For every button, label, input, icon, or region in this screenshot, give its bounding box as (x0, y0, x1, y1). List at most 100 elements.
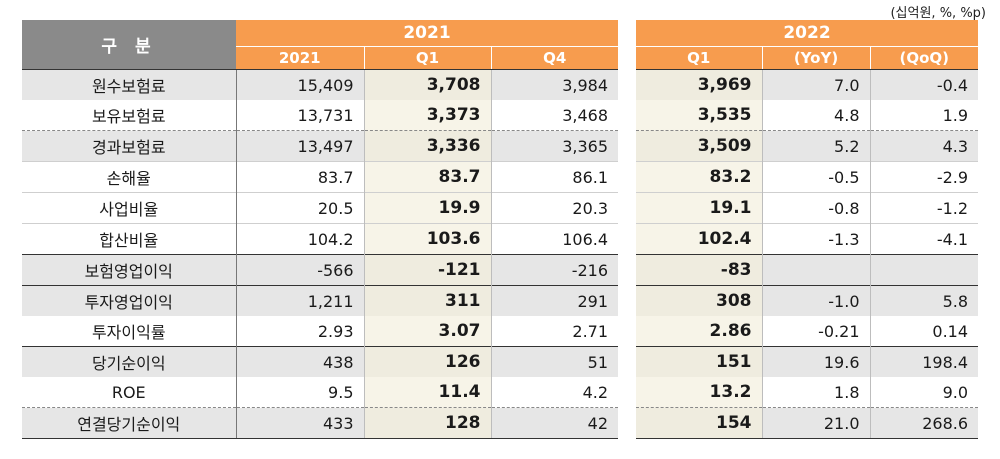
value-yoy: -1.3 (761, 223, 870, 255)
right-year-header: 2022 (636, 20, 979, 47)
value-yoy (761, 254, 870, 286)
value-qoq: 4.3 (869, 130, 979, 162)
value-q1-2021: 3,373 (363, 100, 491, 131)
right-table-body: 3,969 7.0 -0.4 3,535 4.8 1.9 3,509 5.2 4.3 83.2 -0… (636, 69, 979, 439)
row-label: 사업비율 (22, 192, 236, 224)
table-row: 308 -1.0 5.8 (636, 285, 979, 316)
value-yoy: -0.5 (761, 161, 870, 193)
value-q4-2021: 51 (490, 346, 619, 377)
value-q4-2021: 3,365 (490, 130, 619, 162)
value-yoy: 4.8 (761, 100, 870, 131)
col-header-q1-2022: Q1 (636, 46, 762, 70)
col-header-yoy: (YoY) (761, 46, 870, 70)
table-row: 투자영업이익 1,211 311 291 (22, 285, 619, 316)
value-qoq: 1.9 (869, 100, 979, 131)
value-q4-2021: 86.1 (490, 161, 619, 193)
row-label: 연결당기순이익 (22, 407, 236, 439)
value-2021: 438 (235, 346, 364, 377)
table-row: 사업비율 20.5 19.9 20.3 (22, 192, 619, 224)
value-q4-2021: 2.71 (490, 316, 619, 347)
value-q1-2022: 151 (636, 346, 762, 377)
value-qoq: 198.4 (869, 346, 979, 377)
value-qoq: -4.1 (869, 223, 979, 255)
value-qoq: -0.4 (869, 69, 979, 100)
row-label: 합산비율 (22, 223, 236, 255)
value-q1-2021: 3,708 (363, 69, 491, 100)
table-row: 투자이익률 2.93 3.07 2.71 (22, 316, 619, 347)
table-row: 보유보험료 13,731 3,373 3,468 (22, 100, 619, 131)
value-q1-2021: 128 (363, 407, 491, 439)
table-row: 13.2 1.8 9.0 (636, 377, 979, 408)
value-qoq: 5.8 (869, 285, 979, 316)
value-q4-2021: 106.4 (490, 223, 619, 255)
table-row: 원수보험료 15,409 3,708 3,984 (22, 69, 619, 100)
value-q1-2022: 83.2 (636, 161, 762, 193)
table-row: 당기순이익 438 126 51 (22, 346, 619, 377)
value-q1-2021: 11.4 (363, 377, 491, 408)
row-label: 보유보험료 (91, 107, 166, 126)
table-row: 102.4 -1.3 -4.1 (636, 223, 979, 255)
value-q1-2021: 126 (363, 346, 491, 377)
row-label: 당기순이익 (22, 346, 236, 377)
value-q1-2022: -83 (636, 254, 762, 286)
value-2021: 104.2 (235, 223, 364, 255)
value-q1-2022: 3,969 (636, 69, 762, 100)
value-q1-2021: 103.6 (363, 223, 491, 255)
table-row: -83 (636, 254, 979, 286)
row-label: 손해율 (22, 161, 236, 193)
value-q4-2021: 3,984 (490, 69, 619, 100)
value-q1-2022: 154 (636, 407, 762, 439)
unit-note: (십억원, %, %p) (890, 6, 986, 21)
value-2021: 83.7 (235, 161, 364, 193)
right-financial-table: 2022 Q1 (YoY) (QoQ) 3,969 7.0 -0.4 3,535 4.8… (636, 20, 979, 439)
table-row: 보험영업이익 -566 -121 -216 (22, 254, 619, 286)
row-label: 보험영업이익 (22, 254, 236, 286)
value-2021: 9.5 (235, 377, 364, 408)
value-2021: 20.5 (235, 192, 364, 224)
table-row: 연결당기순이익 433 128 42 (22, 407, 619, 439)
value-2021: -566 (235, 254, 364, 286)
value-qoq (869, 254, 979, 286)
value-q1-2022: 3,535 (636, 100, 762, 131)
value-yoy: 5.2 (761, 130, 870, 162)
value-yoy: 21.0 (761, 407, 870, 439)
value-yoy: -0.21 (761, 316, 870, 347)
value-qoq: -1.2 (869, 192, 979, 224)
value-2021: 2.93 (235, 316, 364, 347)
value-qoq: 0.14 (869, 316, 979, 347)
value-q1-2022: 308 (636, 285, 762, 316)
value-yoy: -1.0 (761, 285, 870, 316)
value-q1-2021: 83.7 (363, 161, 491, 193)
value-2021: 15,409 (235, 69, 364, 100)
table-row: 151 19.6 198.4 (636, 346, 979, 377)
value-q1-2022: 19.1 (636, 192, 762, 224)
col-header-qoq: (QoQ) (869, 46, 979, 70)
row-label: 투자영업이익 (22, 285, 236, 316)
value-q1-2022: 3,509 (636, 130, 762, 162)
value-q4-2021: -216 (490, 254, 619, 286)
value-yoy: -0.8 (761, 192, 870, 224)
value-q4-2021: 4.2 (490, 377, 619, 408)
row-label: 경과보험료 (22, 130, 236, 162)
value-2021: 1,211 (235, 285, 364, 316)
value-q1-2021: 3,336 (363, 130, 491, 162)
col-header-q4: Q4 (490, 46, 619, 70)
left-table-body: 원수보험료 15,409 3,708 3,984 보유보험료 13,731 3,373 3,4… (22, 69, 619, 439)
row-label: 투자이익률 (91, 323, 166, 342)
table-row: 154 21.0 268.6 (636, 407, 979, 439)
table-row: 19.1 -0.8 -1.2 (636, 192, 979, 224)
row-label: 원수보험료 (22, 69, 236, 100)
gubun-header: 구 분 (22, 20, 236, 70)
table-row: 경과보험료 13,497 3,336 3,365 (22, 130, 619, 162)
table-row: 2.86 -0.21 0.14 (636, 316, 979, 347)
table-row: 83.2 -0.5 -2.9 (636, 161, 979, 193)
value-q4-2021: 291 (490, 285, 619, 316)
left-year-header: 2021 (236, 20, 619, 47)
value-q1-2021: 19.9 (363, 192, 491, 224)
row-label: ROE (111, 382, 146, 402)
value-2021: 13,731 (235, 100, 364, 131)
table-row: 손해율 83.7 83.7 86.1 (22, 161, 619, 193)
value-yoy: 1.8 (761, 377, 870, 408)
table-row: 합산비율 104.2 103.6 106.4 (22, 223, 619, 255)
left-financial-table: 구 분 2021 2021 Q1 Q4 원수보험료 15,409 3,708 3,98… (22, 20, 619, 439)
